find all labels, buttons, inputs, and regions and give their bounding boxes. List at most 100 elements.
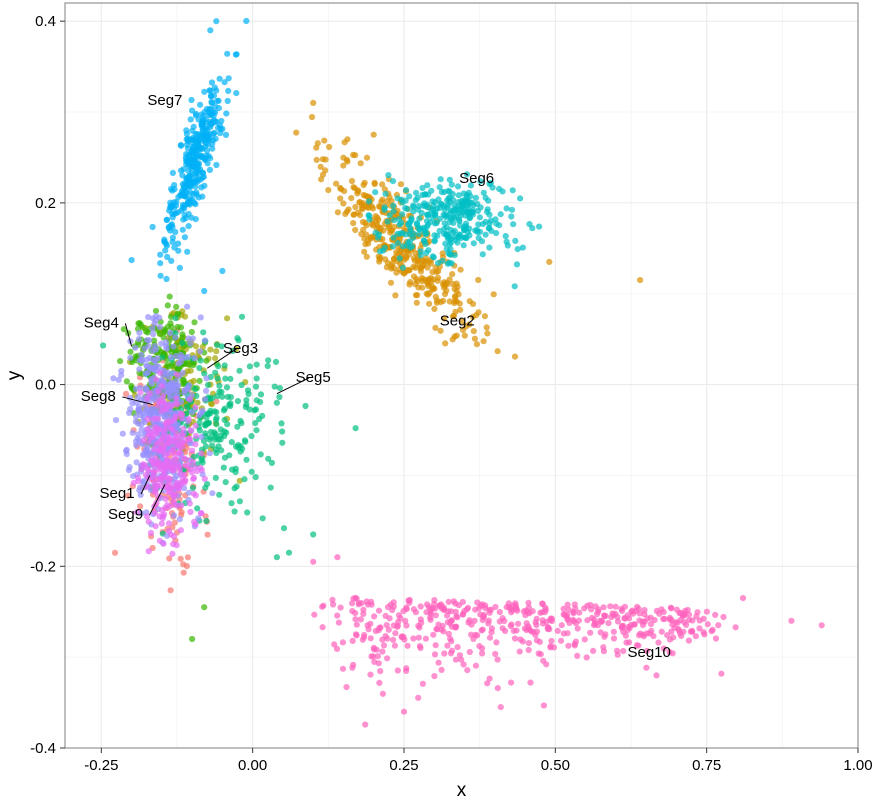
point (696, 625, 703, 632)
point (205, 381, 212, 389)
point (135, 403, 143, 410)
point (379, 181, 386, 188)
point (469, 199, 476, 206)
point (390, 603, 397, 610)
point (233, 483, 240, 490)
point (554, 627, 561, 635)
point (170, 492, 177, 499)
point (350, 184, 357, 191)
point (171, 385, 178, 393)
label-leader-line (124, 323, 133, 347)
point (219, 267, 226, 275)
point (410, 208, 417, 215)
point (712, 635, 720, 642)
point (402, 617, 409, 625)
point (372, 213, 379, 220)
point (160, 399, 167, 406)
point (216, 491, 223, 498)
point (142, 402, 149, 409)
point (279, 428, 286, 435)
point (310, 99, 317, 106)
point (352, 616, 359, 623)
point (195, 515, 202, 522)
point (183, 563, 190, 570)
outliers-seg2 (310, 99, 644, 284)
point (128, 257, 135, 264)
point (667, 604, 675, 611)
point (349, 600, 356, 607)
point (313, 156, 320, 163)
point (145, 438, 152, 445)
point (184, 303, 191, 310)
point (192, 492, 199, 499)
point (348, 195, 355, 202)
point (352, 152, 359, 159)
point (631, 621, 638, 628)
point (384, 655, 391, 662)
point (402, 197, 409, 204)
point (156, 447, 163, 454)
point (451, 227, 458, 234)
point (413, 299, 420, 306)
point (153, 376, 160, 383)
point (406, 238, 414, 245)
point (732, 624, 739, 631)
point (425, 247, 432, 254)
point (434, 274, 442, 281)
point (424, 221, 431, 228)
point (375, 660, 382, 667)
point (215, 105, 222, 112)
point (186, 396, 193, 403)
point (135, 336, 142, 343)
point (463, 171, 471, 178)
point (203, 387, 210, 394)
point (158, 407, 165, 414)
point (547, 617, 554, 624)
point (186, 201, 193, 208)
label-leader-line (206, 348, 237, 369)
outliers-seg4 (189, 604, 208, 643)
point (164, 253, 171, 261)
point (222, 479, 229, 486)
point (525, 640, 533, 647)
point (565, 642, 572, 649)
point (158, 340, 165, 347)
point (248, 468, 255, 475)
y-tick-label: 0.0 (35, 377, 56, 394)
point (391, 255, 398, 262)
point (155, 426, 163, 433)
label-seg10: Seg10 (627, 644, 670, 661)
point (201, 88, 208, 95)
point (492, 603, 499, 611)
point (450, 312, 457, 319)
point (703, 608, 711, 615)
point (163, 484, 171, 491)
point (256, 415, 263, 423)
point (150, 331, 157, 338)
point (154, 415, 161, 422)
point (206, 450, 213, 457)
point (132, 353, 139, 360)
point (602, 612, 609, 620)
point (143, 513, 151, 520)
point (204, 137, 211, 144)
point (141, 345, 148, 352)
point (497, 704, 504, 711)
point (599, 617, 606, 625)
point (179, 339, 186, 347)
point (213, 348, 220, 355)
point (185, 223, 192, 230)
point (470, 328, 477, 335)
point (643, 647, 651, 655)
point (161, 469, 168, 476)
point (343, 684, 350, 691)
point (720, 613, 727, 621)
point (308, 114, 316, 121)
point (401, 636, 408, 643)
point (209, 145, 216, 152)
point (100, 342, 107, 349)
point (170, 343, 177, 350)
point (173, 371, 180, 378)
point (412, 609, 419, 616)
point (533, 628, 541, 635)
